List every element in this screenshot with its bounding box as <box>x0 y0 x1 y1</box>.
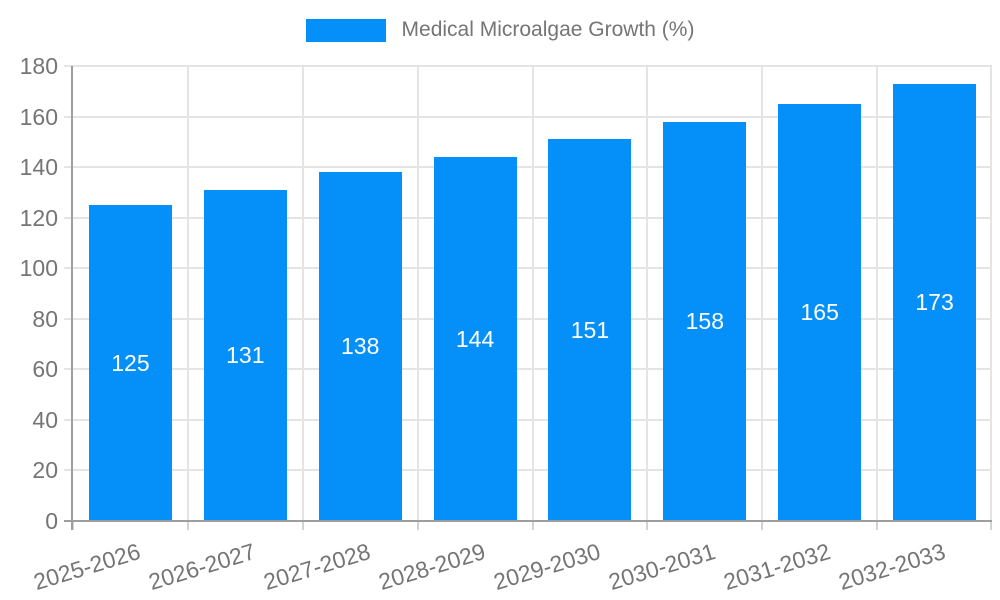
x-tick-mark <box>646 521 649 530</box>
plot-area: 125 131 138 144 151 158 165 173 <box>73 65 992 521</box>
x-tick-mark <box>72 521 74 530</box>
y-tick-mark <box>64 267 73 270</box>
gridline-vertical <box>876 66 879 521</box>
y-tick-mark <box>64 166 73 169</box>
y-tick-mark <box>64 418 73 421</box>
y-axis-tick-label: 160 <box>19 103 58 130</box>
x-axis-category-label: 2027-2028 <box>260 538 374 596</box>
x-tick-mark <box>416 521 419 530</box>
x-axis-category-label: 2025-2026 <box>30 538 144 596</box>
legend: Medical Microalgae Growth (%) <box>0 19 1000 42</box>
bar-value-label: 144 <box>455 325 495 352</box>
y-axis-tick-label: 140 <box>19 154 58 181</box>
y-axis-tick-label: 180 <box>19 53 58 79</box>
bar[interactable]: 173 <box>893 83 977 521</box>
y-axis-tick-label: 120 <box>19 204 58 231</box>
gridline-vertical <box>646 66 649 521</box>
gridline-vertical <box>186 66 189 521</box>
y-tick-mark <box>64 115 73 118</box>
x-tick-mark <box>876 521 879 530</box>
x-axis-category-label: 2031-2032 <box>720 538 833 596</box>
x-axis-category-label: 2029-2030 <box>490 538 604 596</box>
y-axis-line <box>71 66 73 530</box>
y-tick-mark <box>64 469 73 472</box>
bar[interactable]: 144 <box>433 157 517 521</box>
x-axis-category-label: 2026-2027 <box>145 538 259 596</box>
bar-value-label: 138 <box>341 333 380 360</box>
y-axis-tick-label: 0 <box>45 508 58 534</box>
x-tick-mark <box>531 521 534 530</box>
gridline-vertical <box>301 66 304 521</box>
y-tick-mark <box>64 65 73 67</box>
bar-value-label: 173 <box>915 288 954 315</box>
y-tick-mark <box>64 216 73 219</box>
x-tick-mark <box>301 521 304 530</box>
x-tick-mark <box>990 521 992 530</box>
y-tick-mark <box>64 317 73 320</box>
y-axis-tick-label: 80 <box>32 305 58 332</box>
legend-swatch <box>305 19 386 42</box>
x-tick-mark <box>761 521 764 530</box>
bar[interactable]: 125 <box>88 205 172 521</box>
x-tick-mark <box>186 521 189 530</box>
x-axis-category-label: 2030-2031 <box>605 538 719 596</box>
bar-value-label: 125 <box>111 349 150 376</box>
x-axis-category-label: 2028-2029 <box>375 538 489 596</box>
bar[interactable]: 138 <box>318 172 402 521</box>
bar[interactable]: 165 <box>778 103 862 521</box>
bar-value-label: 158 <box>685 307 724 334</box>
bar[interactable]: 151 <box>548 139 632 521</box>
bar-value-label: 165 <box>800 298 839 325</box>
bar-value-label: 151 <box>570 316 610 343</box>
y-tick-mark <box>64 368 73 371</box>
x-axis-category-label: 2032-2033 <box>835 538 948 596</box>
gridline-vertical <box>416 66 419 521</box>
bar[interactable]: 158 <box>663 121 747 521</box>
x-axis-line <box>64 520 992 522</box>
legend-label: Medical Microalgae Growth (%) <box>401 18 695 41</box>
bar[interactable]: 131 <box>203 189 287 521</box>
legend-item[interactable]: Medical Microalgae Growth (%) <box>305 18 695 42</box>
bar-value-label: 131 <box>226 341 265 368</box>
gridline-vertical <box>531 66 534 521</box>
gridline-vertical <box>990 66 992 521</box>
y-axis-tick-label: 20 <box>32 457 58 484</box>
gridline-vertical <box>761 66 764 521</box>
y-axis-tick-label: 40 <box>32 406 58 433</box>
y-axis-tick-label: 100 <box>19 255 58 282</box>
y-axis-tick-label: 60 <box>32 356 58 383</box>
